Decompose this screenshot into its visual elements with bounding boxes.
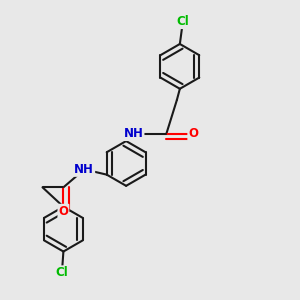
Text: Cl: Cl bbox=[56, 266, 68, 279]
Text: NH: NH bbox=[124, 127, 143, 140]
Text: O: O bbox=[188, 127, 198, 140]
Text: O: O bbox=[58, 205, 68, 218]
Text: NH: NH bbox=[74, 163, 94, 176]
Text: Cl: Cl bbox=[176, 15, 189, 28]
